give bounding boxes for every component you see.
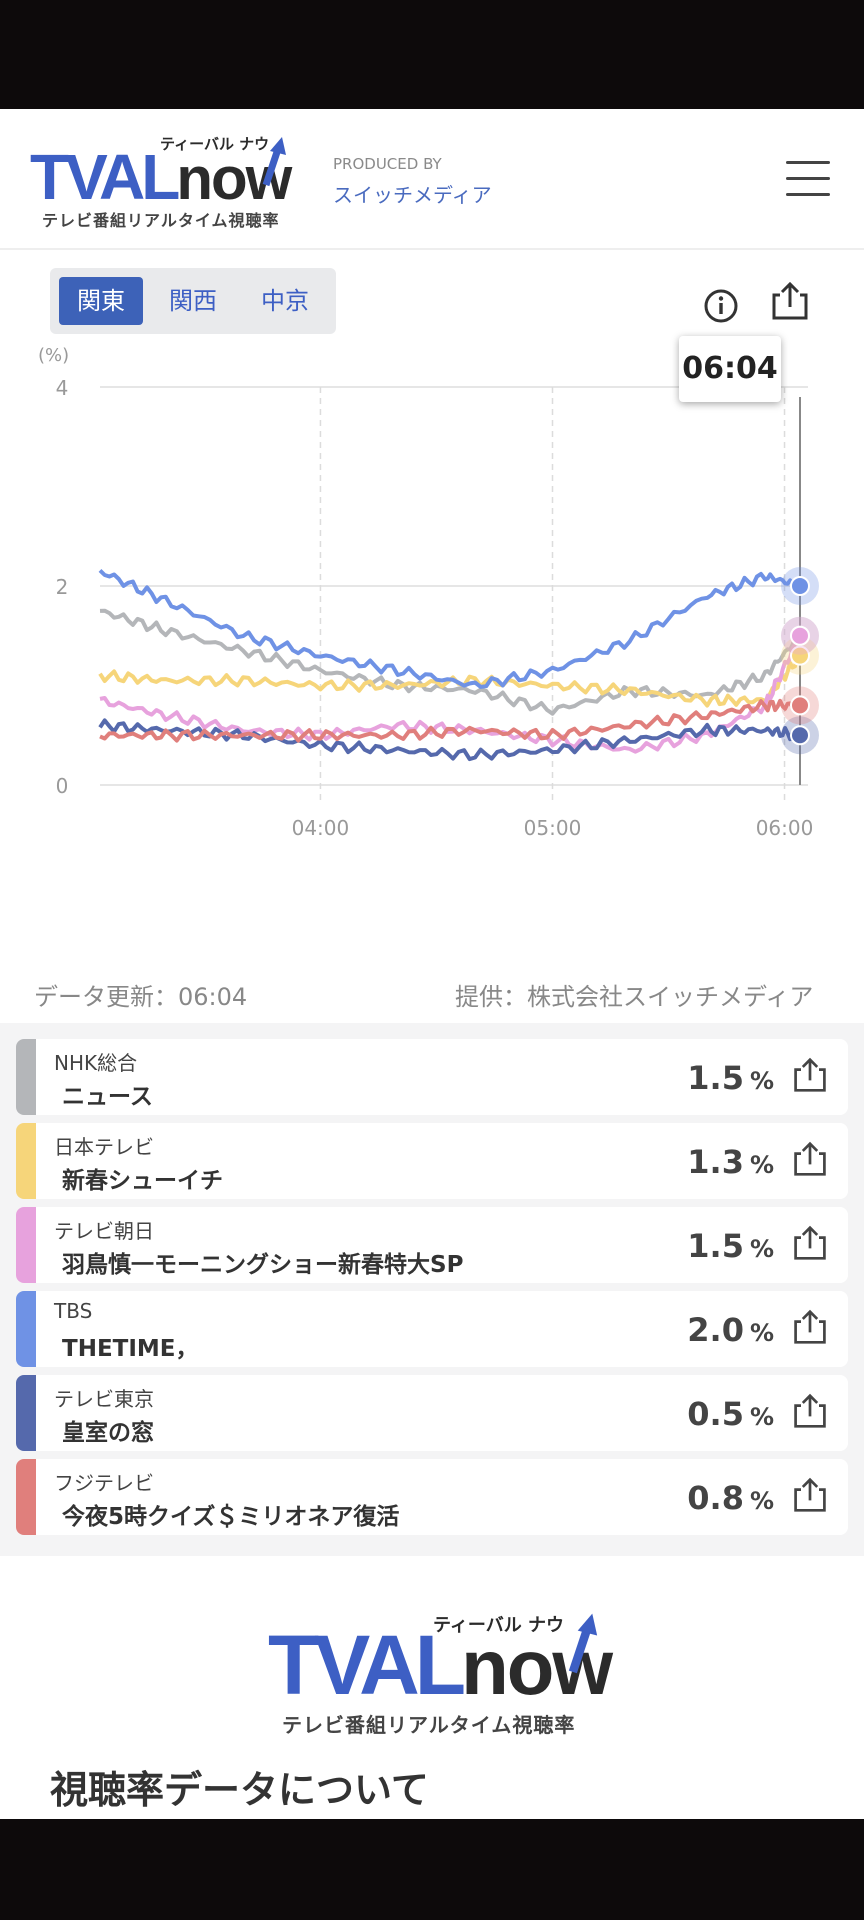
viewing-rate-chart[interactable]: (%) 0 2 4 04:00 05:00 06:00: [0, 339, 864, 979]
region-tabs: 関東 関西 中京: [50, 268, 336, 334]
program-title: THETIME，: [62, 1336, 199, 1362]
logo-tval: TVAL: [30, 141, 180, 213]
rating-number: 1.5: [687, 1059, 744, 1097]
provider-label: 提供：株式会社スイッチメディア: [455, 983, 814, 1011]
share-icon[interactable]: [792, 1393, 828, 1429]
channel-name: TBS: [54, 1299, 93, 1323]
menu-line: [786, 161, 830, 164]
header: ティーバル ナウ TVALnow テレビ番組リアルタイム視聴率 PRODUCED…: [0, 109, 864, 250]
share-icon[interactable]: [792, 1309, 828, 1345]
program-title: 新春シューイチ: [62, 1168, 223, 1194]
rating-number: 0.8: [687, 1479, 744, 1517]
channel-color-bar: [16, 1291, 36, 1367]
program-row[interactable]: テレビ朝日羽鳥慎一モーニングショー新春特大SP 1.5%: [16, 1207, 848, 1283]
rating-value: 2.0%: [687, 1311, 774, 1349]
page: ティーバル ナウ TVALnow テレビ番組リアルタイム視聴率 PRODUCED…: [0, 109, 864, 1819]
produced-by-name[interactable]: スイッチメディア: [333, 183, 492, 207]
rating-number: 1.5: [687, 1227, 744, 1265]
rating-value: 1.3%: [687, 1143, 774, 1181]
rating-value: 0.8%: [687, 1479, 774, 1517]
rating-number: 2.0: [687, 1311, 744, 1349]
info-icon[interactable]: [703, 288, 739, 324]
tab-kansai[interactable]: 関西: [169, 287, 217, 315]
logo-tval: TVAL: [268, 1618, 466, 1712]
logo-wordmark: TVALnow: [30, 145, 292, 209]
channel-color-bar: [16, 1375, 36, 1451]
series-marker: [790, 576, 810, 596]
program-row[interactable]: NHK総合ニュース 1.5%: [16, 1039, 848, 1115]
tvalnow-logo-large: ティーバル ナウ TVALnow テレビ番組リアルタイム視聴率: [268, 1609, 613, 1737]
rating-unit: %: [749, 1319, 774, 1347]
y-tick-label: 4: [56, 376, 69, 400]
series-line: [98, 718, 802, 762]
produced-by-label: PRODUCED BY: [333, 155, 442, 173]
chart-tooltip: 06:04: [679, 336, 781, 402]
channel-name: 日本テレビ: [54, 1135, 154, 1159]
arrow-up-icon: [568, 1613, 598, 1674]
updated-time: データ更新：06:04: [34, 983, 248, 1011]
tvalnow-logo[interactable]: ティーバル ナウ TVALnow テレビ番組リアルタイム視聴率: [30, 133, 292, 230]
y-tick-label: 2: [56, 575, 69, 599]
y-axis-label: (%): [38, 345, 69, 366]
logo-subtitle: テレビ番組リアルタイム視聴率: [282, 1713, 576, 1737]
channel-name: フジテレビ: [54, 1471, 154, 1495]
rating-unit: %: [749, 1403, 774, 1431]
tab-kanto[interactable]: 関東: [59, 277, 143, 325]
x-tick-label: 06:00: [756, 816, 814, 840]
rating-unit: %: [749, 1151, 774, 1179]
y-tick-label: 0: [56, 774, 69, 798]
menu-line: [786, 193, 830, 196]
program-title: 今夜5時クイズ＄ミリオネア復活: [62, 1504, 400, 1530]
menu-line: [786, 177, 830, 180]
share-icon[interactable]: [792, 1477, 828, 1513]
channel-color-bar: [16, 1207, 36, 1283]
rating-value: 1.5%: [687, 1227, 774, 1265]
series-marker: [790, 725, 810, 746]
program-row[interactable]: テレビ東京皇室の窓 0.5%: [16, 1375, 848, 1451]
rating-value: 0.5%: [687, 1395, 774, 1433]
arrow-up-icon: [262, 137, 286, 187]
logo-subtitle: テレビ番組リアルタイム視聴率: [42, 211, 280, 230]
rating-unit: %: [749, 1067, 774, 1095]
channel-color-bar: [16, 1039, 36, 1115]
channel-color-bar: [16, 1459, 36, 1535]
logo-wordmark: TVALnow: [268, 1623, 613, 1707]
program-row[interactable]: フジテレビ今夜5時クイズ＄ミリオネア復活 0.8%: [16, 1459, 848, 1535]
share-icon[interactable]: [770, 281, 810, 321]
rating-unit: %: [749, 1235, 774, 1263]
program-title: 羽鳥慎一モーニングショー新春特大SP: [62, 1252, 464, 1278]
share-icon[interactable]: [792, 1225, 828, 1261]
share-icon[interactable]: [792, 1141, 828, 1177]
rating-unit: %: [749, 1487, 774, 1515]
rating-number: 1.3: [687, 1143, 744, 1181]
rating-number: 0.5: [687, 1395, 744, 1433]
series-line: [99, 698, 801, 743]
series-line: [99, 608, 802, 716]
series-marker: [790, 645, 810, 666]
program-row[interactable]: TBS THETIME， 2.0%: [16, 1291, 848, 1367]
section-title: 視聴率データについて: [50, 1768, 429, 1812]
tab-chukyo[interactable]: 中京: [261, 287, 309, 315]
series-line: [98, 568, 801, 689]
channel-name: NHK総合: [54, 1051, 138, 1075]
series-marker: [790, 625, 810, 646]
logo-kana: ティーバル ナウ: [160, 135, 270, 153]
program-title: 皇室の窓: [62, 1420, 154, 1446]
program-title: ニュース: [62, 1084, 153, 1110]
program-row[interactable]: 日本テレビ新春シューイチ 1.3%: [16, 1123, 848, 1199]
channel-name: テレビ朝日: [54, 1219, 154, 1243]
series-line: [98, 652, 801, 708]
channel-color-bar: [16, 1123, 36, 1199]
x-tick-label: 04:00: [292, 816, 350, 840]
program-list: NHK総合 ニュース 1.5% 日本テレビ 新春シューイチ 1.3% テレビ朝日 羽鳥慎一モー…: [0, 1023, 864, 1556]
x-tick-label: 05:00: [524, 816, 582, 840]
series-marker: [790, 695, 810, 716]
share-icon[interactable]: [792, 1057, 828, 1093]
logo-kana: ティーバル ナウ: [433, 1615, 565, 1636]
rating-value: 1.5%: [687, 1059, 774, 1097]
logo-now: now: [461, 1623, 613, 1711]
channel-name: テレビ東京: [54, 1387, 154, 1411]
hamburger-menu-icon[interactable]: [786, 161, 830, 197]
